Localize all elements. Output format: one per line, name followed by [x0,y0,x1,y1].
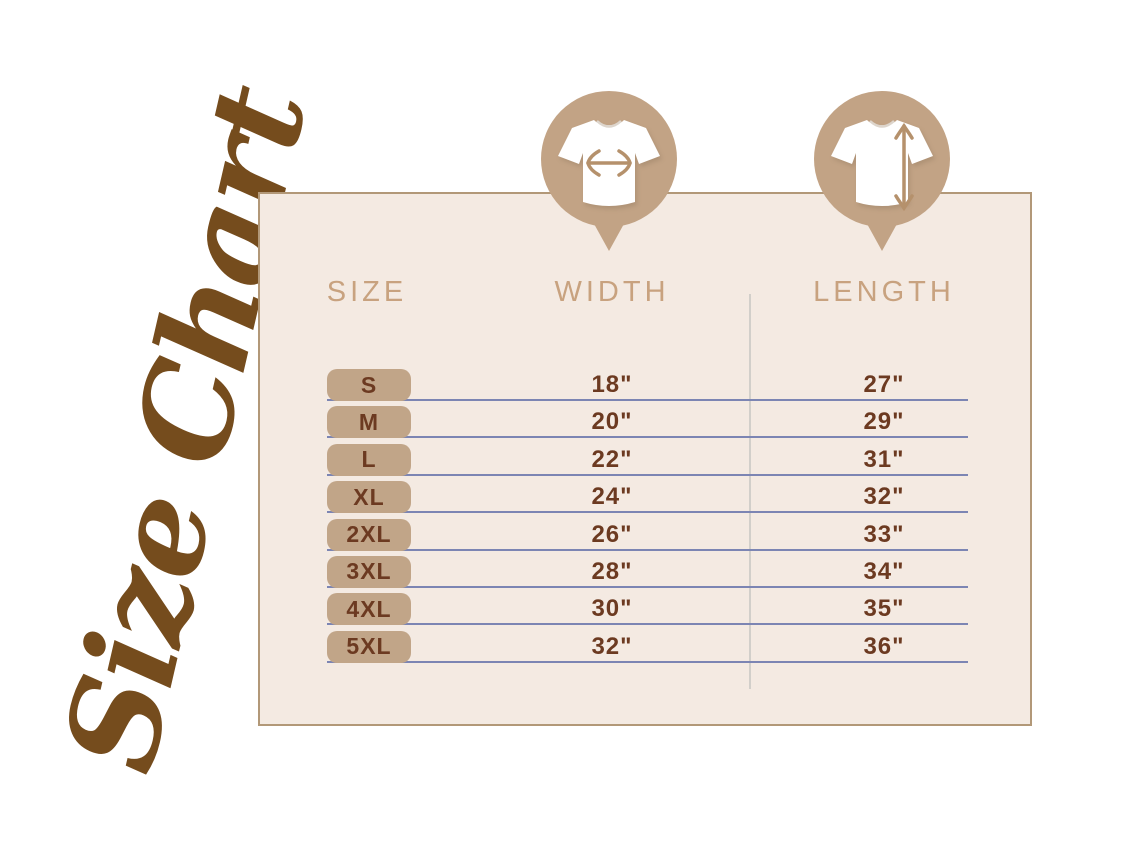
width-measure-icon [534,84,684,256]
row-divider [327,548,968,551]
width-value: 20" [591,408,633,436]
row-divider [327,585,968,588]
length-value: 31" [863,445,905,473]
length-value: 35" [863,595,905,623]
size-label: 3XL [346,558,392,585]
table-row: 3XL 28" 34" [260,555,1034,593]
width-value: 18" [591,371,633,398]
tshirt-width-arrow-icon [541,91,677,251]
size-badge: 4XL [327,593,411,626]
row-divider [327,511,968,514]
size-badge: 2XL [327,518,411,551]
size-table: S 18" 27" M 20" 29" L 22" 31" XL 24" 32" [260,369,1034,668]
length-value: 27" [863,371,905,398]
row-divider [327,473,968,476]
tshirt-length-arrow-icon [814,91,950,251]
size-badge: 5XL [327,630,411,663]
length-value: 36" [863,632,905,660]
column-header-width: WIDTH [554,276,670,308]
row-divider [327,660,968,663]
length-value: 32" [863,483,905,511]
row-divider [327,436,968,439]
width-value: 32" [591,632,633,660]
width-value: 28" [591,557,633,585]
width-value: 22" [591,445,633,473]
size-badge: XL [327,481,411,514]
table-row: 2XL 26" 33" [260,518,1034,556]
size-label: 2XL [346,521,392,548]
size-label: XL [353,483,385,510]
width-value: 30" [591,595,633,623]
column-divider [749,294,751,689]
size-badge: 3XL [327,555,411,588]
table-row: XL 24" 32" [260,481,1034,518]
table-row: S 18" 27" [260,369,1034,406]
table-row: M 20" 29" [260,406,1034,443]
row-divider [327,623,968,626]
column-header-size: SIZE [326,276,408,308]
size-label: S [360,371,378,398]
length-value: 29" [863,408,905,436]
size-label: 4XL [346,595,392,622]
size-badge: S [327,369,411,401]
length-measure-icon [807,84,957,256]
table-row: L 22" 31" [260,443,1034,481]
length-value: 33" [863,520,905,548]
column-header-length: LENGTH [813,276,955,308]
size-label: L [361,446,377,473]
length-value: 34" [863,557,905,585]
size-badge: M [327,406,411,439]
table-row: 5XL 32" 36" [260,630,1034,668]
size-label: M [358,408,380,435]
width-value: 26" [591,520,633,548]
table-row: 4XL 30" 35" [260,593,1034,630]
size-label: 5XL [346,633,392,660]
size-chart-panel: SIZE WIDTH LENGTH S 18" 27" M 20" 29" L … [258,192,1032,726]
row-divider [327,399,968,401]
width-value: 24" [591,483,633,511]
size-badge: L [327,443,411,476]
